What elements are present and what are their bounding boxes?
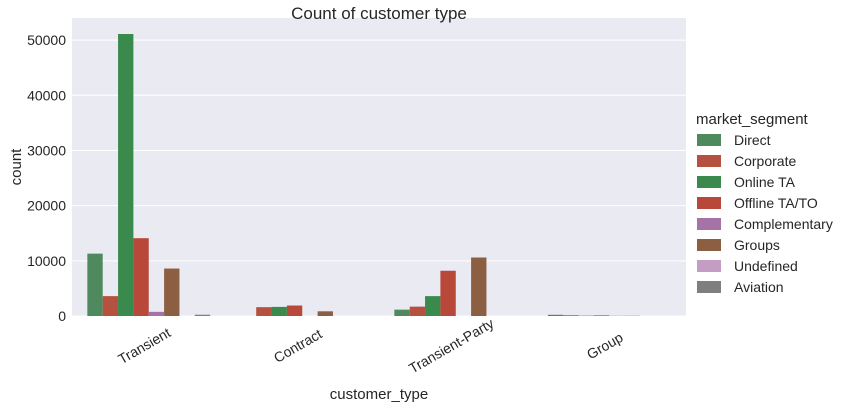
legend-item-label: Online TA — [734, 174, 796, 190]
x-tick-labels: Transient Contract Transient-Party Group — [115, 315, 626, 376]
legend-swatch — [697, 176, 721, 188]
bar-online-ta — [272, 307, 287, 316]
y-axis-label: count — [8, 148, 25, 186]
bar-direct — [87, 254, 102, 316]
bar-aviation — [195, 315, 210, 316]
bar-direct — [394, 310, 409, 316]
y-tick-label: 30000 — [27, 142, 66, 158]
legend-swatch — [697, 218, 721, 230]
x-tick-label: Transient-Party — [406, 315, 496, 376]
legend-swatch — [697, 239, 721, 251]
legend-title: market_segment — [696, 111, 809, 128]
legend-swatch — [697, 281, 721, 293]
y-tick-label: 40000 — [27, 87, 66, 103]
chart-title: Count of customer type — [291, 4, 467, 23]
legend-swatch — [697, 134, 721, 146]
bar-groups — [164, 269, 179, 316]
y-tick-label: 0 — [58, 308, 66, 324]
legend: market_segment Direct Corporate Online TA O… — [696, 111, 833, 295]
y-tick-label: 50000 — [27, 32, 66, 48]
legend-item-label: Corporate — [734, 153, 796, 169]
legend-item-label: Aviation — [734, 279, 784, 295]
bar-corporate — [563, 315, 578, 316]
bar-online-ta — [425, 296, 440, 316]
y-tick-label: 10000 — [27, 253, 66, 269]
bar-online-ta — [118, 34, 133, 316]
legend-item-label: Offline TA/TO — [734, 195, 818, 211]
legend-item-label: Groups — [734, 237, 780, 253]
y-tick-labels: 0 10000 20000 30000 40000 50000 — [27, 32, 66, 324]
bar-direct — [548, 315, 563, 316]
bar-groups — [318, 311, 333, 316]
legend-item-label: Complementary — [734, 216, 833, 232]
bar-offline-ta-to — [287, 306, 302, 316]
x-tick-label: Group — [584, 329, 626, 362]
bar-corporate — [256, 307, 271, 316]
legend-swatch — [697, 155, 721, 167]
x-axis-label: customer_type — [330, 386, 428, 403]
bar-complementary — [149, 312, 164, 316]
bar-offline-ta-to — [133, 238, 148, 316]
bar-offline-ta-to — [594, 315, 609, 316]
bar-corporate — [410, 307, 425, 316]
y-tick-label: 20000 — [27, 198, 66, 214]
bar-offline-ta-to — [440, 271, 455, 316]
legend-item-label: Direct — [734, 132, 771, 148]
legend-swatch — [697, 197, 721, 209]
bar-groups — [471, 258, 486, 316]
x-tick-label: Transient — [115, 324, 173, 367]
legend-swatch — [697, 260, 721, 272]
x-tick-label: Contract — [271, 325, 325, 365]
bar-corporate — [103, 296, 118, 316]
legend-item-label: Undefined — [734, 258, 798, 274]
